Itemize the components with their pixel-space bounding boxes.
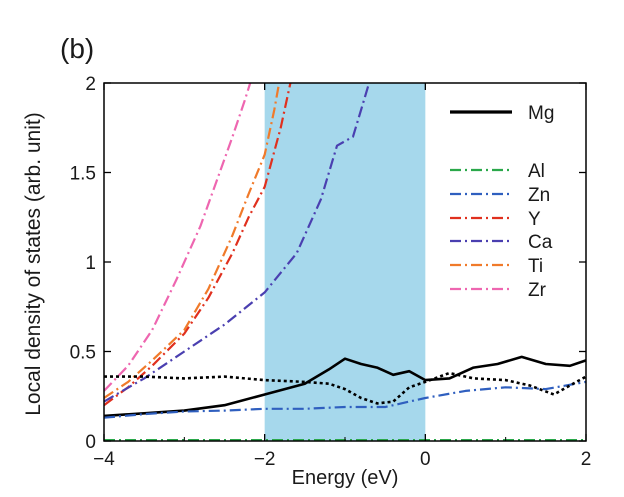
series-line-ti: [104, 83, 281, 399]
y-axis-label: Local density of states (arb. unit): [22, 112, 45, 416]
series-line-ca: [104, 83, 371, 403]
y-tick-label: 0.5: [70, 343, 96, 364]
legend-background: [438, 92, 578, 340]
series-line-zn: [104, 380, 586, 419]
x-tick-label: 0: [420, 449, 431, 470]
y-tick-label: 1: [85, 253, 96, 274]
panel-label: (b): [60, 33, 94, 64]
legend-label-y: Y: [528, 209, 541, 230]
x-tick-label: 2: [581, 449, 592, 470]
series-line-mg: [104, 355, 586, 418]
series-line-y: [104, 83, 292, 407]
legend-label-ti: Ti: [528, 256, 543, 277]
legend-label-zr: Zr: [528, 280, 547, 301]
series-line-zr: [104, 83, 252, 392]
legend: Mg Al Zn YCa Ti Zr: [438, 92, 578, 340]
y-tick-label: 0: [85, 432, 96, 453]
legend-label-al: Al: [528, 161, 545, 182]
legend-label-mg: Mg: [528, 103, 554, 124]
legend-label-ca: Ca: [528, 232, 553, 253]
x-tick-label: −4: [93, 449, 115, 470]
x-axis-label: Energy (eV): [292, 467, 399, 489]
y-tick-label: 2: [85, 74, 96, 95]
x-tick-label: −2: [254, 449, 276, 470]
legend-label-zn: Zn: [528, 185, 550, 206]
plot-area: −4 −2 0 2 0 0.5 1 1.5 2 Mg Al Zn YCa Ti Zr: [70, 74, 592, 470]
y-tick-label: 1.5: [70, 164, 96, 185]
series-line-dotted: [104, 371, 586, 405]
